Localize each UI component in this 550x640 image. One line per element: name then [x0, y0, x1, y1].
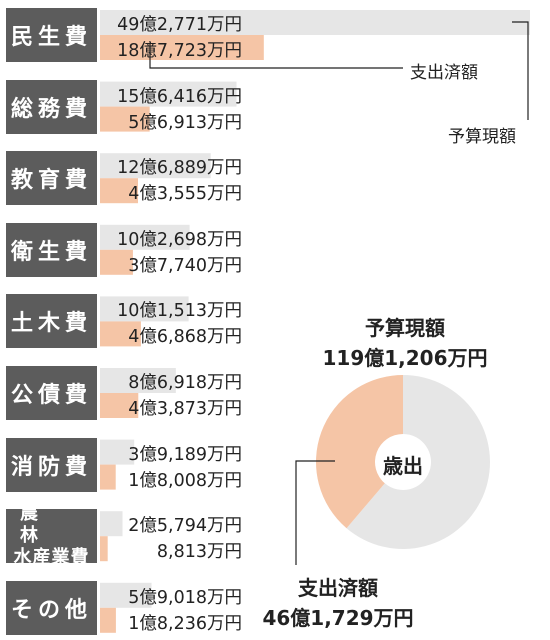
category-label: 消防費 — [6, 437, 97, 492]
bar-spent — [100, 106, 150, 132]
bar-budget — [100, 368, 176, 393]
bar-budget — [100, 10, 530, 35]
leader-line-spent-pie — [295, 460, 335, 565]
leader-lines — [149, 21, 529, 565]
value-label-budget: 2億5,794万円 — [128, 516, 242, 537]
category-label: 総務費 — [6, 79, 97, 134]
bar-spent — [100, 321, 141, 347]
pie-slice-spent — [315, 375, 403, 529]
leader-line-spent — [149, 44, 403, 69]
bar-spent — [100, 536, 108, 562]
category-label: 公債費 — [6, 366, 97, 420]
pie-chart — [315, 375, 490, 549]
bar-spent — [100, 393, 139, 418]
bar-spent — [100, 607, 116, 633]
value-label-budget: 3億9,189万円 — [128, 444, 242, 465]
bar-budget — [100, 296, 189, 322]
category-label: 民生費 — [6, 8, 97, 62]
category-label: その他 — [6, 580, 97, 635]
bar-group — [100, 10, 530, 633]
pie-slice-remaining — [346, 375, 490, 549]
value-label-budget: 5億9,018万円 — [128, 587, 242, 608]
value-label-budget: 15億6,416万円 — [117, 86, 242, 107]
value-label-budget: 10億2,698万円 — [117, 229, 242, 250]
value-label-budget: 8億6,918万円 — [128, 373, 242, 393]
value-label-budget: 10億1,513万円 — [117, 301, 242, 322]
pie-total-value: 119億1,206万円 — [322, 346, 488, 370]
bar-spent — [100, 464, 116, 490]
bar-budget — [100, 153, 211, 179]
category-label-line: 水産業費 — [13, 547, 90, 569]
value-label-spent: 4億6,868万円 — [128, 327, 242, 348]
value-label-spent: 1億8,008万円 — [128, 470, 242, 491]
value-label-spent: 8,813万円 — [156, 542, 242, 563]
value-label-spent: 3億7,740万円 — [128, 255, 242, 276]
category-label: 衛生費 — [6, 222, 97, 277]
bar-spent — [100, 249, 133, 275]
value-label-spent: 5億6,913万円 — [128, 112, 242, 133]
bar-spent — [100, 178, 139, 204]
category-label: 土木費 — [6, 294, 97, 349]
category-label-line: 農 林 — [20, 503, 92, 547]
category-label: 教育費 — [6, 151, 97, 206]
leader-line-budget — [512, 21, 529, 120]
pie-center-label: 歳出 — [383, 454, 423, 478]
bar-budget — [100, 582, 152, 608]
value-label-budget: 49億2,771万円 — [117, 15, 242, 35]
bar-budget — [100, 439, 135, 465]
bar-budget — [100, 511, 123, 537]
legend-spent-label: 支出済額 — [410, 63, 478, 83]
bar-budget — [100, 81, 237, 107]
value-label-spent: 4億3,555万円 — [128, 184, 242, 205]
value-label-budget: 12億6,889万円 — [117, 158, 242, 179]
value-label-spent: 4億3,873万円 — [128, 399, 242, 419]
bar-spent — [100, 35, 264, 60]
category-label: 農 林水産業費 — [6, 503, 97, 568]
pie-total-label: 予算現額 — [365, 316, 445, 340]
bar-budget — [100, 224, 190, 250]
legend-budget-label: 予算現額 — [448, 127, 516, 147]
value-label-spent: 18億7,723万円 — [117, 41, 242, 61]
pie-spent-value: 46億1,729万円 — [262, 606, 414, 630]
pie-spent-label: 支出済額 — [298, 576, 378, 600]
value-label-spent: 1億8,236万円 — [128, 613, 242, 634]
